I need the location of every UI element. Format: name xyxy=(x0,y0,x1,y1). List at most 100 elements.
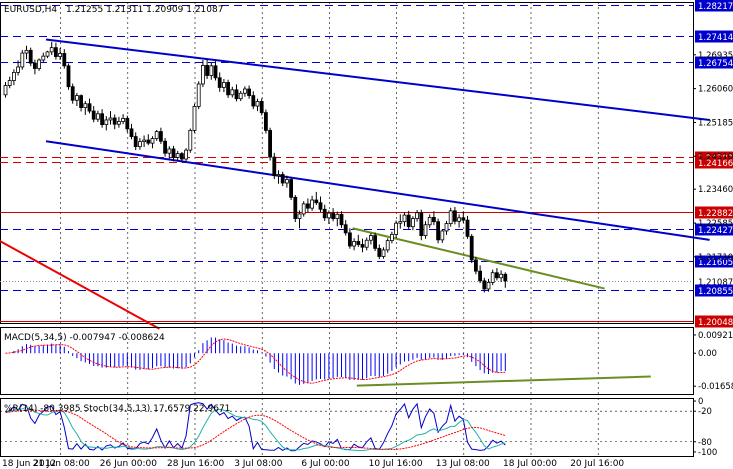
candle xyxy=(259,98,264,116)
candle-body xyxy=(20,52,25,68)
time-label: 10 Jul 16:00 xyxy=(369,459,423,469)
chart-symbol: EURUSD,H4 xyxy=(4,5,57,15)
panel-border xyxy=(0,327,694,395)
candle xyxy=(242,86,247,97)
candle-body xyxy=(297,213,302,219)
candle xyxy=(482,277,487,293)
candle xyxy=(209,62,214,80)
candle xyxy=(440,229,445,243)
candle xyxy=(226,79,231,98)
candle-body xyxy=(158,131,163,142)
candle xyxy=(184,148,189,162)
candle xyxy=(213,61,218,81)
trendline-red-line xyxy=(0,239,160,330)
candle-body xyxy=(444,223,449,232)
candle xyxy=(16,60,21,76)
candle-body xyxy=(352,240,357,247)
candle xyxy=(339,211,344,228)
candle xyxy=(268,127,273,161)
macd-panel xyxy=(0,327,694,395)
level-label-bg xyxy=(695,56,733,69)
candle xyxy=(75,92,79,107)
candle-body xyxy=(142,139,147,143)
candle-body xyxy=(200,65,205,85)
candle-body xyxy=(469,235,474,261)
candle xyxy=(452,206,457,225)
candle-body xyxy=(251,95,256,107)
candle xyxy=(20,49,25,70)
candle-body xyxy=(360,244,365,248)
level-label: 1.26754 xyxy=(698,59,733,69)
trendline-support xyxy=(352,227,605,290)
candle-body xyxy=(461,217,466,221)
candle-body xyxy=(343,224,348,234)
macd-trendline xyxy=(356,375,651,387)
level-label-bg xyxy=(695,284,733,297)
candle-body xyxy=(104,119,109,125)
candle xyxy=(276,170,281,184)
candle xyxy=(469,234,474,264)
candle xyxy=(11,69,16,86)
candle xyxy=(154,130,159,141)
time-label: 18 Jul 00:00 xyxy=(503,459,557,469)
candle xyxy=(301,201,306,217)
candle-body xyxy=(335,213,340,219)
time-label: 6 Jul 00:00 xyxy=(301,459,350,469)
candle xyxy=(3,82,8,98)
candle-body xyxy=(75,95,79,101)
candle-body xyxy=(482,280,487,290)
candle xyxy=(356,234,361,247)
candle-body xyxy=(112,117,117,125)
level-label: 1.21605 xyxy=(698,258,733,268)
candle-body xyxy=(452,210,457,222)
candle xyxy=(335,211,340,227)
candle xyxy=(368,233,373,245)
candle-body xyxy=(146,139,151,144)
time-label: 3 Jul 08:00 xyxy=(234,459,283,469)
price-tick-label: 1.22585 xyxy=(698,219,733,229)
candle xyxy=(486,278,491,292)
candle xyxy=(79,94,83,112)
candle-body xyxy=(314,199,319,204)
candle xyxy=(62,49,67,69)
osc-tick-label: -20 xyxy=(698,407,712,417)
candle-body xyxy=(121,118,125,122)
candle xyxy=(457,214,462,228)
candle-body xyxy=(154,131,159,139)
candle-body xyxy=(209,65,214,76)
price-tick-label: 1.26935 xyxy=(698,51,733,61)
price-tick-label: 1.24310 xyxy=(698,152,733,162)
candle-body xyxy=(427,217,432,226)
time-label: 13 Jul 08:00 xyxy=(436,459,490,469)
candle-body xyxy=(347,232,352,247)
level-label-bg xyxy=(695,255,733,268)
candle xyxy=(289,177,294,201)
candle xyxy=(352,238,357,251)
candle-body xyxy=(318,202,323,210)
level-label: 1.21087 xyxy=(698,278,733,288)
candle-body xyxy=(91,110,96,120)
candle xyxy=(150,136,155,149)
time-label: 28 Jun 16:00 xyxy=(167,459,224,469)
candle xyxy=(326,210,331,224)
candle xyxy=(427,214,432,228)
candle xyxy=(465,215,470,239)
candle xyxy=(503,272,508,288)
macd-tick-label: 0.009214 xyxy=(698,331,733,341)
candle xyxy=(255,98,260,112)
candle-body xyxy=(247,88,252,96)
candle-body xyxy=(280,174,285,184)
candle xyxy=(146,134,151,146)
candle-body xyxy=(87,103,92,112)
price-panel xyxy=(0,2,710,456)
candle-body xyxy=(373,235,378,249)
candle-body xyxy=(486,281,491,290)
candle-body xyxy=(45,51,50,57)
candle-body xyxy=(33,62,37,69)
candle xyxy=(163,138,168,157)
candle xyxy=(221,78,226,93)
candle-body xyxy=(167,148,172,154)
candle-body xyxy=(331,212,336,219)
macd-title: MACD(5,34,5) -0.007947 -0.008624 xyxy=(4,333,165,343)
